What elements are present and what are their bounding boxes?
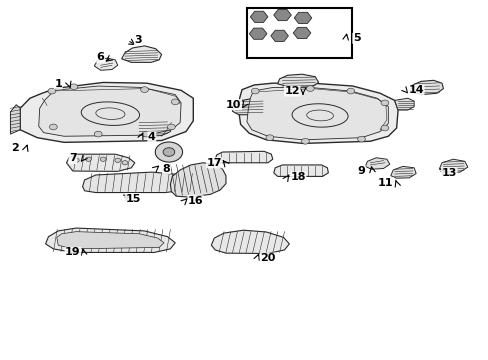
Circle shape	[100, 157, 106, 161]
Bar	[246, 8, 351, 58]
Circle shape	[346, 88, 354, 94]
Polygon shape	[394, 98, 413, 110]
Polygon shape	[294, 12, 311, 23]
Text: 8: 8	[163, 163, 170, 174]
Polygon shape	[57, 231, 163, 249]
Text: 18: 18	[290, 172, 305, 182]
Text: 12: 12	[284, 86, 300, 96]
Circle shape	[115, 158, 121, 162]
Polygon shape	[238, 83, 397, 143]
Polygon shape	[215, 151, 272, 163]
Text: 16: 16	[187, 196, 203, 206]
Circle shape	[94, 131, 102, 137]
Circle shape	[48, 88, 56, 94]
Circle shape	[70, 84, 78, 90]
Text: 3: 3	[134, 35, 142, 45]
Polygon shape	[39, 86, 181, 136]
Text: 20: 20	[260, 253, 275, 263]
Polygon shape	[136, 120, 171, 136]
Polygon shape	[10, 105, 20, 134]
Polygon shape	[66, 154, 135, 171]
Polygon shape	[273, 9, 291, 21]
Text: 13: 13	[441, 168, 456, 178]
Circle shape	[155, 142, 182, 162]
Circle shape	[167, 124, 175, 130]
Circle shape	[49, 124, 57, 130]
Circle shape	[85, 157, 91, 161]
Polygon shape	[246, 87, 387, 140]
Text: 15: 15	[125, 194, 141, 204]
Polygon shape	[273, 165, 328, 176]
Circle shape	[265, 135, 273, 140]
Text: 11: 11	[377, 178, 393, 188]
Text: 1: 1	[54, 79, 62, 89]
Circle shape	[73, 158, 79, 162]
Text: 5: 5	[352, 33, 360, 43]
Polygon shape	[211, 230, 289, 253]
Text: 6: 6	[97, 52, 104, 62]
Polygon shape	[94, 58, 118, 70]
Circle shape	[380, 125, 388, 131]
Text: 10: 10	[225, 100, 241, 110]
Text: 2: 2	[11, 143, 19, 153]
Polygon shape	[20, 82, 193, 142]
Polygon shape	[249, 28, 266, 39]
Circle shape	[357, 136, 365, 142]
Text: 7: 7	[69, 153, 77, 163]
Circle shape	[171, 99, 179, 105]
Polygon shape	[170, 163, 225, 197]
Circle shape	[301, 138, 309, 144]
Polygon shape	[439, 159, 467, 173]
Text: 4: 4	[147, 132, 156, 142]
Circle shape	[142, 131, 150, 137]
Circle shape	[141, 87, 148, 93]
Circle shape	[251, 88, 259, 94]
Text: 14: 14	[407, 85, 423, 95]
Polygon shape	[270, 30, 288, 41]
Circle shape	[163, 148, 174, 156]
Polygon shape	[82, 172, 198, 193]
Polygon shape	[365, 158, 389, 169]
Polygon shape	[122, 46, 161, 62]
Polygon shape	[390, 166, 415, 178]
Circle shape	[122, 161, 128, 165]
Text: 19: 19	[65, 247, 81, 257]
Polygon shape	[45, 228, 175, 252]
Circle shape	[306, 86, 314, 91]
Circle shape	[380, 100, 388, 106]
Polygon shape	[293, 27, 310, 39]
Polygon shape	[250, 11, 267, 22]
Polygon shape	[277, 74, 318, 87]
Polygon shape	[409, 80, 443, 95]
Text: 9: 9	[357, 166, 365, 176]
Text: 17: 17	[206, 158, 222, 168]
Polygon shape	[232, 98, 266, 115]
